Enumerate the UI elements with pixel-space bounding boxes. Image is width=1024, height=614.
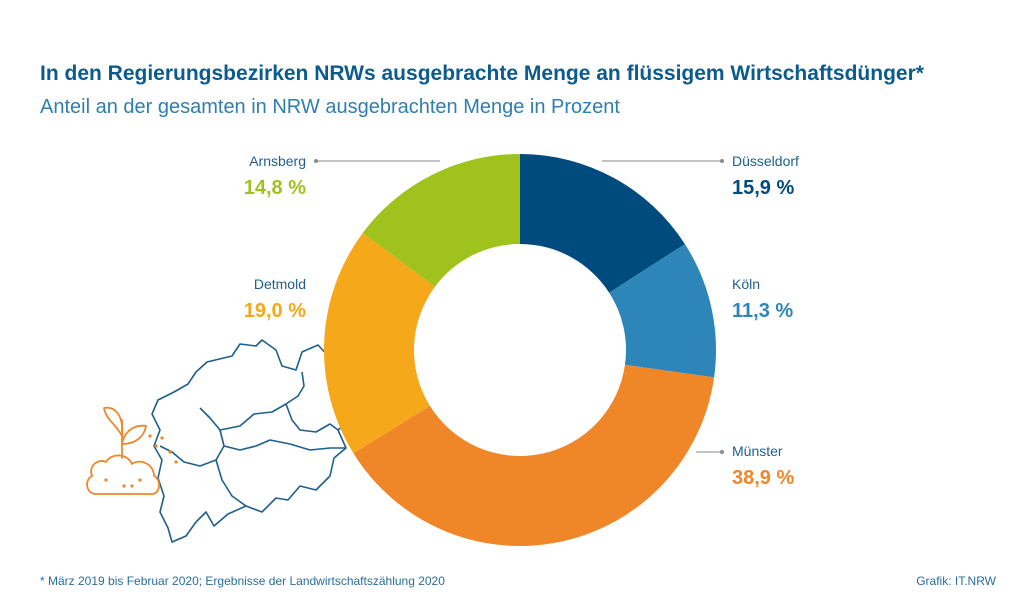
slice-köln xyxy=(609,244,716,378)
slice-düsseldorf xyxy=(520,154,685,293)
category-label-detmold: Detmold xyxy=(254,276,306,292)
footnote: * März 2019 bis Februar 2020; Ergebnisse… xyxy=(40,574,445,588)
chart-title: In den Regierungsbezirken NRWs ausgebrac… xyxy=(40,62,924,85)
chart-subtitle: Anteil an der gesamten in NRW ausgebrach… xyxy=(40,96,620,118)
slice-arnsberg xyxy=(362,154,520,287)
category-label-köln: Köln xyxy=(732,276,760,292)
category-label-münster: Münster xyxy=(732,443,783,459)
leader-dot-münster xyxy=(720,450,724,454)
value-label-detmold: 19,0 % xyxy=(244,300,306,322)
category-label-arnsberg: Arnsberg xyxy=(249,153,306,169)
leader-dot-düsseldorf xyxy=(720,159,724,163)
slice-münster xyxy=(353,364,715,546)
leader-dot-arnsberg xyxy=(314,159,318,163)
value-label-arnsberg: 14,8 % xyxy=(244,177,306,199)
value-label-münster: 38,9 % xyxy=(732,467,794,489)
slice-detmold xyxy=(323,232,435,454)
value-label-düsseldorf: 15,9 % xyxy=(732,177,794,199)
plant-icon xyxy=(86,406,160,495)
category-label-düsseldorf: Düsseldorf xyxy=(732,153,799,169)
soil-dots-icon xyxy=(104,434,178,488)
graphic-credit: Grafik: IT.NRW xyxy=(916,574,996,588)
nrw-map-icon xyxy=(151,339,357,543)
value-label-köln: 11,3 % xyxy=(732,300,793,322)
